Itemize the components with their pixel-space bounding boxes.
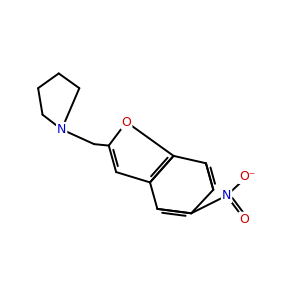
Text: N: N <box>57 123 66 136</box>
Text: O: O <box>122 116 131 128</box>
Text: O: O <box>239 213 249 226</box>
Text: N: N <box>222 189 231 202</box>
Text: O⁻: O⁻ <box>239 170 255 183</box>
